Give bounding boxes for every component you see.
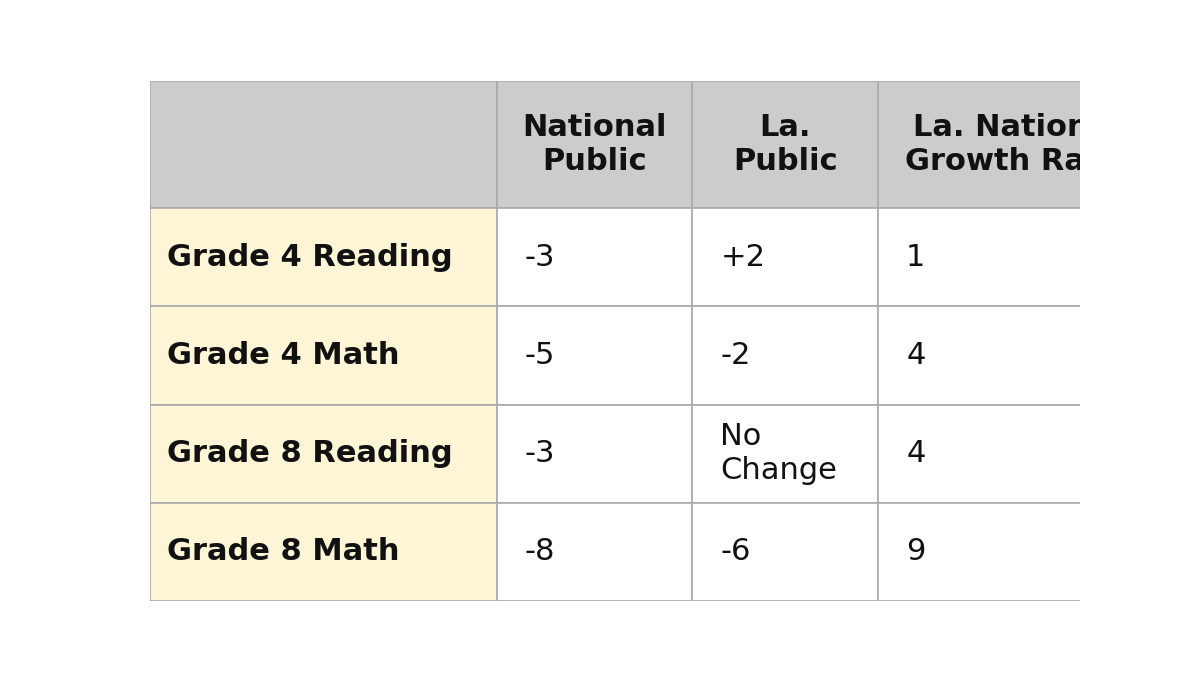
FancyBboxPatch shape — [692, 306, 878, 404]
Text: Grade 4 Reading: Grade 4 Reading — [167, 243, 452, 272]
FancyBboxPatch shape — [878, 81, 1154, 209]
FancyBboxPatch shape — [497, 404, 692, 503]
FancyBboxPatch shape — [150, 404, 497, 503]
FancyBboxPatch shape — [150, 306, 497, 404]
Text: -3: -3 — [524, 439, 554, 468]
Text: Grade 8 Math: Grade 8 Math — [167, 537, 400, 566]
Text: -6: -6 — [720, 537, 751, 566]
Text: La. National
Growth Rank: La. National Growth Rank — [906, 113, 1127, 176]
Text: 4: 4 — [906, 439, 925, 468]
Text: -8: -8 — [524, 537, 554, 566]
Text: 9: 9 — [906, 537, 925, 566]
Text: -3: -3 — [524, 243, 554, 272]
FancyBboxPatch shape — [878, 209, 1154, 306]
FancyBboxPatch shape — [497, 503, 692, 601]
FancyBboxPatch shape — [150, 209, 497, 306]
Text: 1: 1 — [906, 243, 925, 272]
Text: National
Public: National Public — [522, 113, 667, 176]
FancyBboxPatch shape — [692, 81, 878, 209]
FancyBboxPatch shape — [497, 81, 692, 209]
FancyBboxPatch shape — [692, 209, 878, 306]
Text: 4: 4 — [906, 341, 925, 370]
Text: Grade 8 Reading: Grade 8 Reading — [167, 439, 452, 468]
FancyBboxPatch shape — [692, 503, 878, 601]
Text: No
Change: No Change — [720, 423, 838, 485]
Text: Grade 4 Math: Grade 4 Math — [167, 341, 400, 370]
FancyBboxPatch shape — [878, 503, 1154, 601]
FancyBboxPatch shape — [497, 306, 692, 404]
FancyBboxPatch shape — [150, 81, 497, 209]
Text: -2: -2 — [720, 341, 751, 370]
FancyBboxPatch shape — [878, 306, 1154, 404]
FancyBboxPatch shape — [497, 209, 692, 306]
Text: -5: -5 — [524, 341, 554, 370]
FancyBboxPatch shape — [150, 503, 497, 601]
FancyBboxPatch shape — [878, 404, 1154, 503]
Text: La.
Public: La. Public — [733, 113, 838, 176]
FancyBboxPatch shape — [692, 404, 878, 503]
Text: +2: +2 — [720, 243, 766, 272]
